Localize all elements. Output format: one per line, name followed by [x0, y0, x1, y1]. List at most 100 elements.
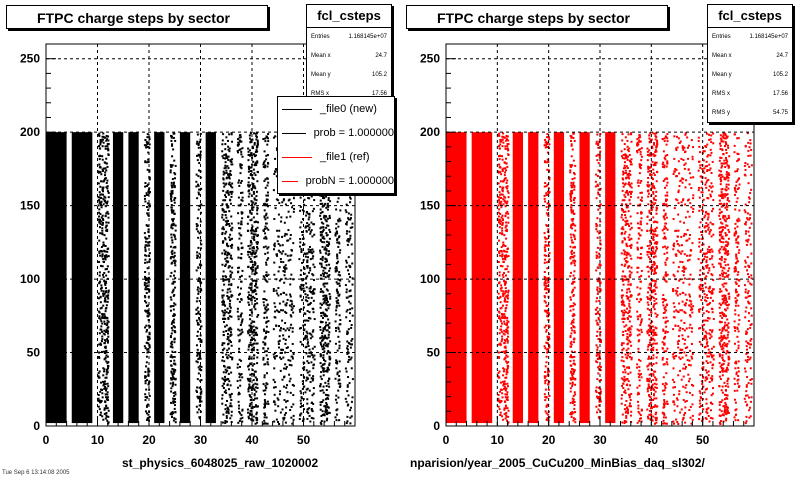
data-point: [286, 254, 289, 257]
data-point: [281, 244, 284, 247]
data-point: [573, 401, 576, 404]
data-point: [500, 140, 503, 143]
data-point: [501, 292, 504, 295]
data-point: [230, 405, 233, 408]
data-point: [231, 266, 234, 269]
data-point: [323, 237, 326, 240]
data-point: [172, 402, 175, 405]
data-point: [226, 261, 229, 264]
data-point: [636, 286, 639, 289]
data-point: [622, 321, 625, 324]
data-point: [248, 294, 251, 297]
data-point: [264, 186, 267, 189]
data-point: [147, 383, 150, 386]
data-point: [323, 405, 326, 408]
data-point: [500, 400, 503, 403]
data-point: [171, 346, 174, 349]
data-point: [321, 413, 324, 416]
data-point: [624, 195, 627, 198]
data-point: [255, 135, 258, 138]
data-point: [171, 411, 174, 414]
data-point: [103, 342, 106, 345]
data-point: [325, 401, 328, 404]
data-point: [199, 138, 202, 141]
data-point: [546, 335, 549, 338]
data-point: [639, 167, 642, 170]
data-point: [326, 275, 329, 278]
data-point: [351, 378, 354, 381]
data-point: [597, 153, 600, 156]
data-point: [247, 291, 250, 294]
data-point: [596, 353, 599, 356]
data-point: [99, 232, 102, 235]
data-point: [623, 408, 626, 411]
data-point: [622, 270, 625, 273]
data-point: [97, 170, 100, 173]
data-point: [325, 248, 328, 251]
data-point: [335, 262, 338, 265]
data-point: [321, 193, 324, 196]
data-point: [252, 387, 255, 390]
data-point: [291, 383, 294, 386]
data-point: [277, 249, 280, 252]
data-point: [104, 283, 107, 286]
data-point: [306, 266, 309, 269]
data-point: [304, 391, 307, 394]
data-point: [250, 153, 253, 156]
data-point: [146, 329, 149, 332]
data-point: [506, 210, 509, 213]
data-point: [569, 305, 572, 308]
data-point: [196, 255, 199, 258]
data-point: [622, 210, 625, 213]
data-point: [595, 173, 598, 176]
data-point: [570, 190, 573, 193]
data-point: [226, 406, 229, 409]
data-point: [309, 420, 312, 423]
data-point: [501, 138, 504, 141]
data-point: [101, 217, 104, 220]
data-point: [249, 309, 252, 312]
data-point: [240, 140, 243, 143]
data-point: [248, 303, 251, 306]
data-point: [305, 335, 308, 338]
data-point: [308, 355, 311, 358]
data-point: [327, 349, 330, 352]
data-point: [172, 412, 175, 415]
data-point: [230, 132, 233, 135]
data-point: [237, 293, 240, 296]
data-point: [505, 237, 508, 240]
data-point: [221, 150, 224, 153]
data-point: [337, 335, 340, 338]
data-point: [548, 258, 551, 261]
data-point: [250, 372, 253, 375]
data-point: [573, 139, 576, 142]
data-point: [195, 389, 198, 392]
data-point: [627, 252, 630, 255]
data-point: [571, 397, 574, 400]
data-point: [306, 332, 309, 335]
data-point: [98, 211, 101, 214]
data-point: [319, 290, 322, 293]
data-point: [623, 309, 626, 312]
data-point: [145, 291, 148, 294]
data-point: [171, 413, 174, 416]
data-point: [103, 382, 106, 385]
data-point: [195, 300, 198, 303]
data-point: [621, 289, 624, 292]
data-point: [173, 223, 176, 226]
data-point: [101, 186, 104, 189]
data-point: [598, 232, 601, 235]
data-point: [264, 389, 267, 392]
data-point: [640, 321, 643, 324]
data-point: [253, 197, 256, 200]
data-point: [621, 177, 624, 180]
data-point: [653, 242, 656, 245]
data-point: [256, 161, 259, 164]
data-point: [320, 226, 323, 229]
data-point: [227, 266, 230, 269]
data-point: [291, 330, 294, 333]
data-point: [625, 294, 628, 297]
data-point: [225, 191, 228, 194]
data-point: [622, 209, 625, 212]
data-point: [104, 257, 107, 260]
